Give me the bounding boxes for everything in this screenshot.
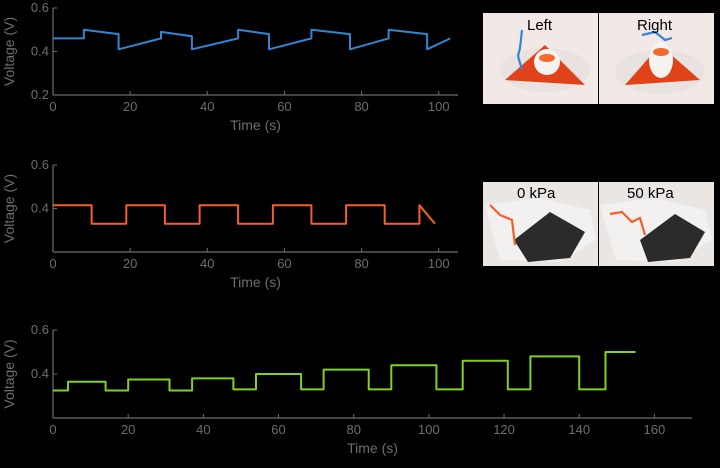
x-tick-label: 0 [49,422,56,437]
x-axis-title: Time (s) [347,440,398,456]
y-tick-label: 0.6 [31,322,49,337]
y-tick-label: 0.6 [31,0,49,15]
y-tick-label: 0.4 [31,44,49,59]
panel-blue: 0.2 0.4 0.6 0 20 40 60 80 100 Time (s) Voltage (V) [1,0,458,133]
x-tick-label: 20 [121,422,135,437]
photo-pressure: 0 kPa 50 kPa [483,182,714,266]
x-tick-label: 60 [271,422,285,437]
y-tick-label: 0.2 [31,87,49,102]
photo-label-0kpa: 0 kPa [517,185,556,202]
photo-right: Right [599,13,714,104]
photo-left: Left [483,13,598,104]
photo-label-left: Left [527,17,553,34]
x-tick-label: 160 [644,422,666,437]
x-tick-label: 40 [200,99,214,114]
voltage-series-line [53,28,451,51]
x-axis-title: Time (s) [230,117,281,133]
x-tick-label: 0 [49,256,56,271]
y-axis-title: Voltage (V) [1,339,17,408]
x-tick-label: 120 [493,422,515,437]
photo-label-right: Right [637,17,673,34]
x-tick-label: 80 [346,422,360,437]
x-tick-label: 20 [123,99,137,114]
y-axis-title: Voltage (V) [1,17,17,86]
voltage-series-line [53,204,436,225]
panel-orange: 0.4 0.6 0 20 40 60 80 100 Time (s) Voltage (V) [1,157,458,290]
voltage-series-line [53,351,636,392]
x-tick-label: 60 [277,256,291,271]
photo-label-50kpa: 50 kPa [627,185,674,202]
y-axis-title: Voltage (V) [1,174,17,243]
x-tick-label: 80 [354,256,368,271]
y-tick-label: 0.4 [31,201,49,216]
x-tick-label: 40 [200,256,214,271]
x-tick-label: 100 [428,256,450,271]
x-tick-label: 40 [196,422,210,437]
photo-0kpa: 0 kPa [483,182,598,266]
x-tick-label: 60 [277,99,291,114]
y-tick-label: 0.4 [31,366,49,381]
x-tick-label: 20 [123,256,137,271]
y-tick-label: 0.6 [31,157,49,172]
photo-50kpa: 50 kPa [599,182,714,266]
x-tick-label: 100 [418,422,440,437]
x-tick-label: 80 [354,99,368,114]
panel-green: 0.4 0.6 0 20 40 60 80 100 120 140 160 Time (s) Volta… [1,322,692,456]
x-tick-label: 0 [49,99,56,114]
photo-left-right: Left Right [483,13,714,104]
x-axis-title: Time (s) [230,274,281,290]
x-tick-label: 140 [568,422,590,437]
x-tick-label: 100 [428,99,450,114]
